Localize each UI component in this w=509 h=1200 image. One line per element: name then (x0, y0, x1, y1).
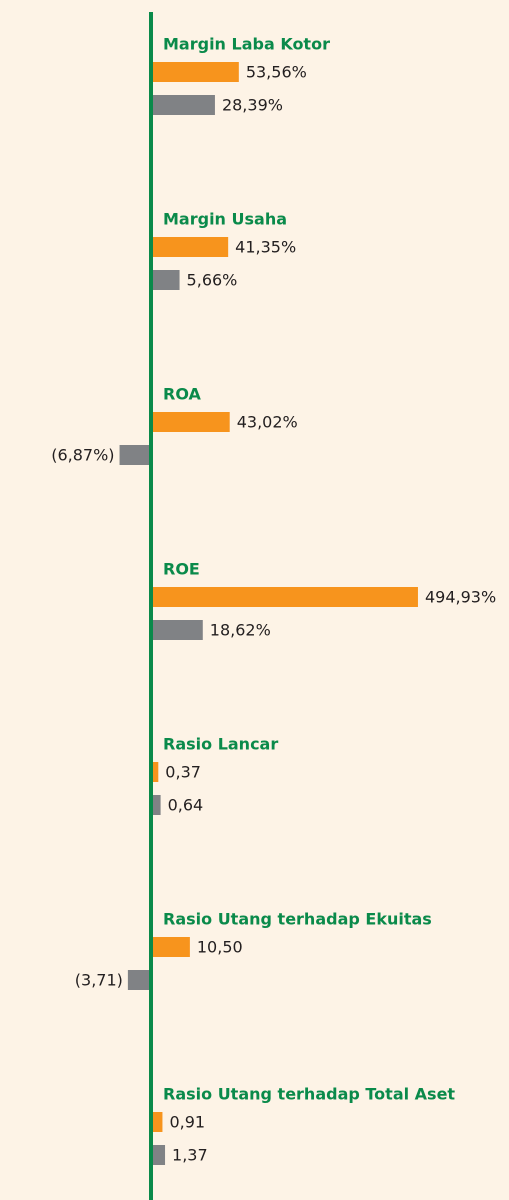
value-label: 53,56% (246, 63, 307, 82)
bar (127, 970, 151, 990)
value-label: 1,37 (172, 1146, 208, 1165)
bar (151, 587, 418, 607)
value-label: 5,66% (187, 271, 238, 290)
bar (151, 937, 190, 957)
bar (151, 795, 161, 815)
value-label: 494,93% (425, 588, 496, 607)
group-title: ROE (163, 560, 200, 579)
value-label: (3,71) (75, 971, 123, 990)
group-title: Rasio Lancar (163, 735, 278, 754)
bar (151, 62, 239, 82)
bar (119, 445, 151, 465)
bar (151, 237, 229, 257)
group-title: Rasio Utang terhadap Total Aset (163, 1085, 455, 1104)
bar (151, 620, 203, 640)
value-label: 18,62% (210, 621, 271, 640)
value-label: 41,35% (235, 238, 296, 257)
bar (151, 1112, 163, 1132)
value-label: 0,64 (168, 796, 204, 815)
value-label: 28,39% (222, 96, 283, 115)
group-title: ROA (163, 385, 201, 404)
bar (151, 412, 230, 432)
value-label: 0,37 (165, 763, 201, 782)
value-label: 43,02% (237, 413, 298, 432)
bar (151, 762, 159, 782)
group-title: Margin Usaha (163, 210, 287, 229)
value-label: (6,87%) (51, 446, 114, 465)
bar (151, 95, 215, 115)
value-label: 0,91 (169, 1113, 205, 1132)
value-label: 10,50 (197, 938, 243, 957)
group-title: Margin Laba Kotor (163, 35, 330, 54)
bar (151, 1145, 166, 1165)
bar (151, 270, 180, 290)
group-title: Rasio Utang terhadap Ekuitas (163, 910, 432, 929)
